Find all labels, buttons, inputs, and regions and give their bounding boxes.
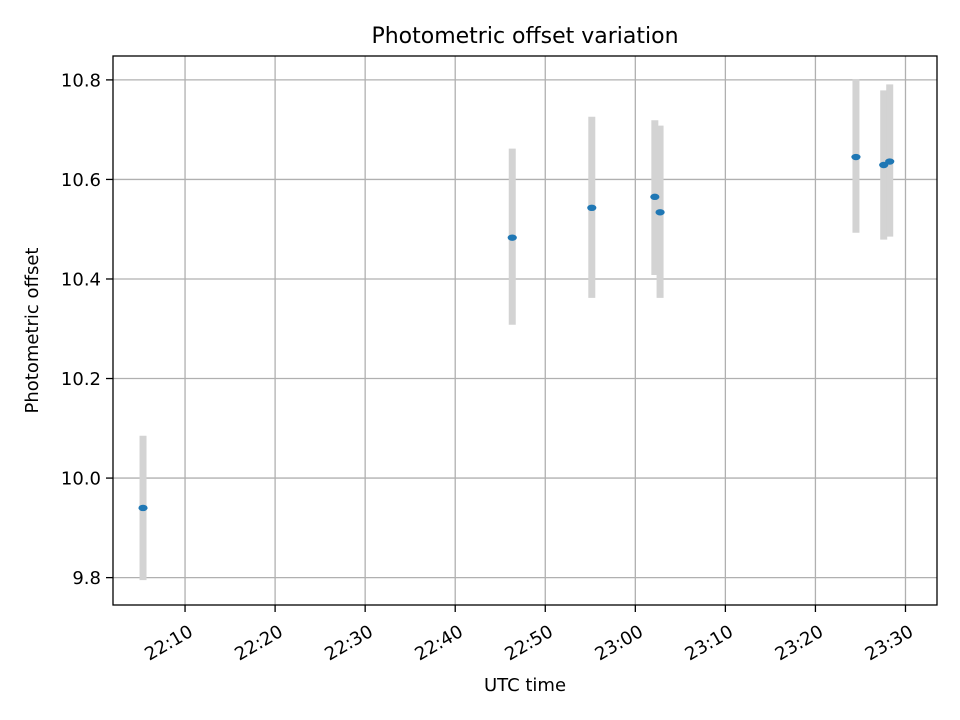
data-point xyxy=(138,504,148,512)
data-points xyxy=(138,153,895,512)
data-point xyxy=(507,234,517,241)
data-point xyxy=(587,204,597,212)
plot-frame xyxy=(112,55,938,606)
y-tick-label: 10.0 xyxy=(61,469,101,490)
data-point xyxy=(851,153,861,161)
y-axis-label: Photometric offset xyxy=(22,248,43,414)
data-point xyxy=(655,209,665,216)
y-tick-label: 9.8 xyxy=(72,568,101,589)
y-tick-label: 10.4 xyxy=(61,269,101,290)
y-tick-label: 10.8 xyxy=(61,70,101,91)
x-axis-label: UTC time xyxy=(484,675,566,696)
grid-lines xyxy=(113,56,937,605)
data-point xyxy=(885,158,895,165)
chart-title: Photometric offset variation xyxy=(371,24,678,49)
y-axis-ticks: 9.8 10.0 10.2 10.4 10.6 10.8 xyxy=(61,70,113,589)
y-tick-label: 10.6 xyxy=(61,170,101,191)
data-point xyxy=(650,193,660,201)
y-tick-label: 10.2 xyxy=(61,369,101,390)
